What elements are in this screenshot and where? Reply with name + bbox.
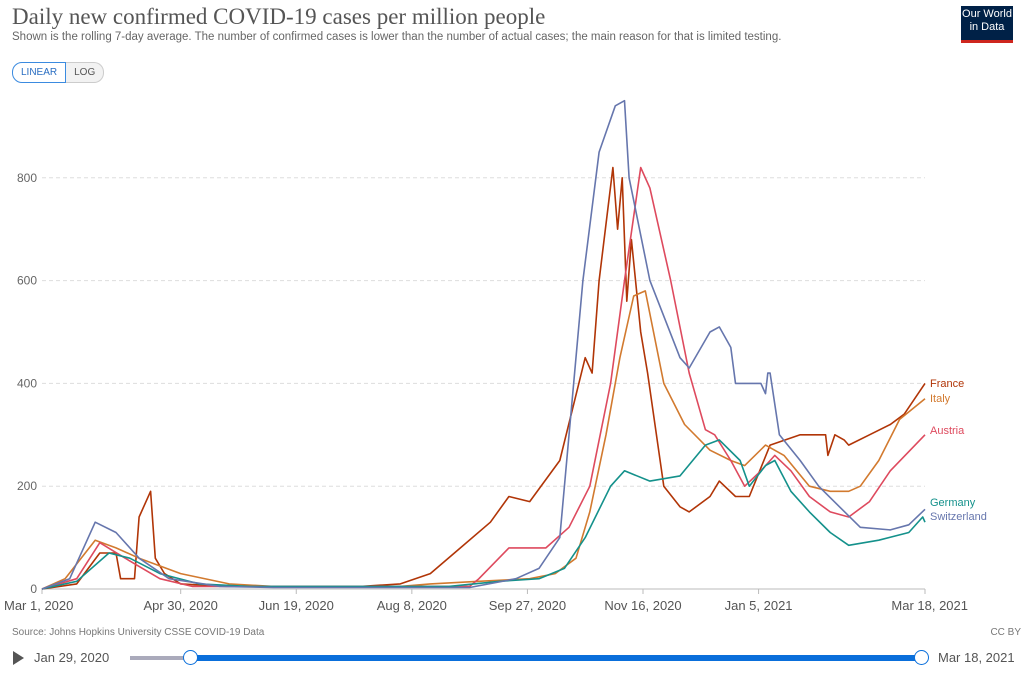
x-tick-label: Nov 16, 2020 (604, 598, 681, 613)
timeline-end-handle[interactable] (914, 650, 929, 665)
linear-button[interactable]: LINEAR (12, 62, 67, 83)
series-label-austria: Austria (930, 425, 965, 437)
y-tick-label: 600 (17, 274, 37, 288)
y-tick-label: 800 (17, 171, 37, 185)
y-tick-label: 400 (17, 376, 37, 390)
timeline-start-handle[interactable] (183, 650, 198, 665)
x-tick-label: Mar 1, 2020 (4, 598, 73, 613)
series-line-austria (41, 166, 926, 590)
log-button[interactable]: LOG (66, 62, 105, 83)
series-line-switzerland (41, 99, 926, 590)
series-label-switzerland: Switzerland (930, 511, 987, 523)
chart-title: Daily new confirmed COVID-19 cases per m… (12, 4, 546, 29)
y-tick-label: 0 (30, 582, 37, 596)
x-tick-label: Aug 8, 2020 (377, 598, 447, 613)
series-line-italy (41, 290, 926, 590)
y-tick-label: 200 (17, 479, 37, 493)
x-tick-label: Sep 27, 2020 (489, 598, 566, 613)
timeline-selected-range[interactable] (190, 655, 922, 661)
source-note[interactable]: Source: Johns Hopkins University CSSE CO… (12, 627, 265, 638)
scale-toggle[interactable]: LINEAR LOG (12, 62, 105, 83)
series-label-italy: Italy (930, 393, 951, 405)
timeline-end-label: Mar 18, 2021 (938, 650, 1015, 665)
x-tick-label: Jan 5, 2021 (725, 598, 793, 613)
owid-logo[interactable]: Our World in Data (961, 6, 1013, 43)
x-tick-label: Apr 30, 2020 (143, 598, 217, 613)
chart-subtitle: Shown is the rolling 7-day average. The … (12, 31, 782, 43)
line-chart: 0 200 400 600 800 Mar 1, 2020 Apr 30, 2020 Jun … (4, 99, 987, 613)
series-label-france: France (930, 378, 964, 390)
series-line-germany (41, 439, 926, 590)
x-tick-label: Mar 18, 2021 (891, 598, 968, 613)
series-line-france (41, 166, 926, 590)
timeline-track[interactable] (130, 656, 190, 660)
series-label-germany: Germany (930, 497, 976, 509)
x-tick-label: Jun 19, 2020 (259, 598, 334, 613)
play-icon[interactable] (13, 651, 24, 665)
timeline-start-label: Jan 29, 2020 (34, 650, 110, 665)
license[interactable]: CC BY (990, 627, 1021, 638)
